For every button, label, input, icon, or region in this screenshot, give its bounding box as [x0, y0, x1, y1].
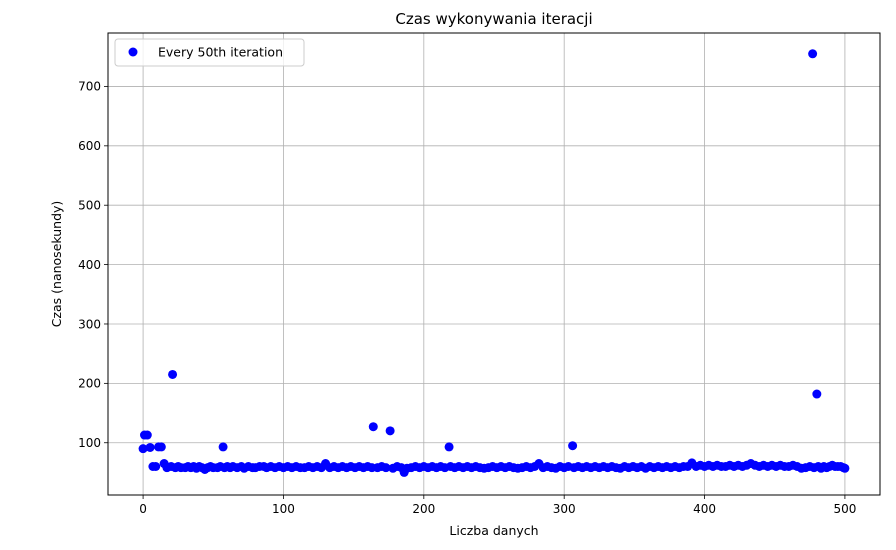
legend: Every 50th iteration — [114, 38, 305, 67]
data-point — [385, 426, 395, 436]
y-tick-label: 400 — [78, 258, 101, 272]
data-point — [381, 463, 391, 473]
y-tick-label: 500 — [78, 199, 101, 213]
chart-title: Czas wykonywania iteracji — [395, 10, 592, 28]
x-tick-label: 100 — [272, 502, 295, 516]
data-point — [568, 441, 578, 451]
data-point — [444, 442, 454, 452]
data-point — [840, 463, 850, 473]
data-point — [151, 461, 161, 471]
y-tick-label: 300 — [78, 317, 101, 331]
x-tick-label: 300 — [553, 502, 576, 516]
data-point — [142, 430, 152, 440]
data-point — [812, 389, 822, 399]
axis-ticks: 0 100 200 300 400 500 100 200 300 400 500 600 700 — [78, 80, 856, 516]
data-point — [138, 444, 148, 454]
data-point — [145, 442, 155, 452]
y-tick-label: 700 — [78, 80, 101, 94]
grid — [108, 33, 880, 495]
data-point — [218, 442, 228, 452]
y-tick-label: 200 — [78, 377, 101, 391]
x-tick-label: 400 — [693, 502, 716, 516]
x-axis-label: Liczba danych — [449, 523, 538, 538]
data-point — [808, 49, 818, 59]
data-points — [138, 49, 850, 477]
x-tick-label: 200 — [412, 502, 435, 516]
legend-box — [114, 38, 305, 67]
x-tick-label: 500 — [833, 502, 856, 516]
data-point — [368, 422, 378, 432]
y-tick-label: 100 — [78, 436, 101, 450]
x-tick-label: 0 — [139, 502, 147, 516]
plot-frame — [107, 32, 881, 496]
data-point — [156, 442, 166, 452]
legend-marker — [128, 47, 138, 57]
legend-label: Every 50th iteration — [158, 45, 283, 60]
y-axis-label: Czas (nanosekundy) — [49, 201, 64, 328]
y-tick-label: 600 — [78, 139, 101, 153]
data-point — [168, 369, 178, 379]
